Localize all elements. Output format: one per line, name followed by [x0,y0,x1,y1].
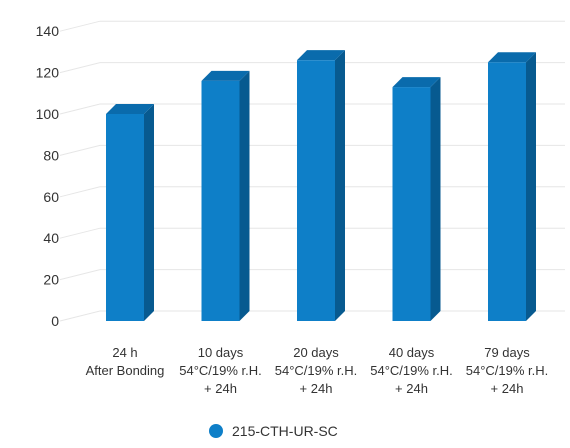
bar-side [526,52,536,321]
bar [297,50,345,322]
y-tick-label: 140 [36,23,60,39]
x-tick-label-line: 24 h [112,345,137,360]
bar-front [106,114,144,321]
bar-top [488,52,536,63]
x-tick-label: 24 h After Bonding [86,345,165,378]
bars [106,50,536,322]
grid [59,20,565,322]
y-tick-label: 80 [43,147,59,163]
bar [392,77,441,321]
bar-front [297,60,335,322]
y-tick-label: 100 [36,106,60,122]
bar-top [297,50,345,61]
x-tick-label-line: 54°C/19% r.H. [275,363,358,378]
x-tick-label: 20 days 54°C/19% r.H. + 24h [275,345,358,396]
x-axis-ticks: 24 h After Bonding 10 days 54°C/19% r.H. + 2… [86,345,549,396]
x-tick-label-line: After Bonding [86,363,165,378]
y-tick-label: 60 [43,189,59,205]
gridline [59,20,565,32]
x-tick-label-line: 54°C/19% r.H. [466,363,549,378]
x-tick-label-line: 54°C/19% r.H. [179,363,262,378]
bar-side [430,77,441,321]
y-tick-label: 20 [43,272,59,288]
x-tick-label: 40 days 54°C/19% r.H. + 24h [370,345,453,396]
x-tick-label-line: 40 days [389,345,435,360]
y-tick-label: 0 [51,313,59,329]
bar [488,52,536,321]
x-tick-label-line: 54°C/19% r.H. [370,363,453,378]
bar [201,70,250,321]
x-tick-label-line: + 24h [300,381,333,396]
bar-top [201,70,250,81]
bar-side [144,104,154,321]
bar-front [201,80,240,321]
x-tick-label: 10 days 54°C/19% r.H. + 24h [179,345,262,396]
bar-side [335,50,345,322]
x-tick-label-line: + 24h [491,381,524,396]
legend-label: 215-CTH-UR-SC [232,423,338,439]
legend: 215-CTH-UR-SC [209,423,338,439]
y-tick-label: 120 [36,65,60,81]
x-tick-label-line: + 24h [204,381,237,396]
bar-front [488,62,526,321]
x-tick-label-line: 20 days [293,345,339,360]
bar-front [392,87,431,321]
bar-top [392,77,441,88]
y-tick-label: 40 [43,230,59,246]
bar [106,104,154,321]
x-tick-label: 79 days 54°C/19% r.H. + 24h [466,345,549,396]
bar-top [106,104,154,114]
x-tick-label-line: + 24h [395,381,428,396]
gridline [59,62,565,74]
x-tick-label-line: 79 days [484,345,530,360]
legend-marker [209,424,223,438]
y-axis-ticks: 0 20 40 60 80 100 120 140 [36,23,60,329]
bar-side [239,70,250,321]
x-tick-label-line: 10 days [198,345,244,360]
